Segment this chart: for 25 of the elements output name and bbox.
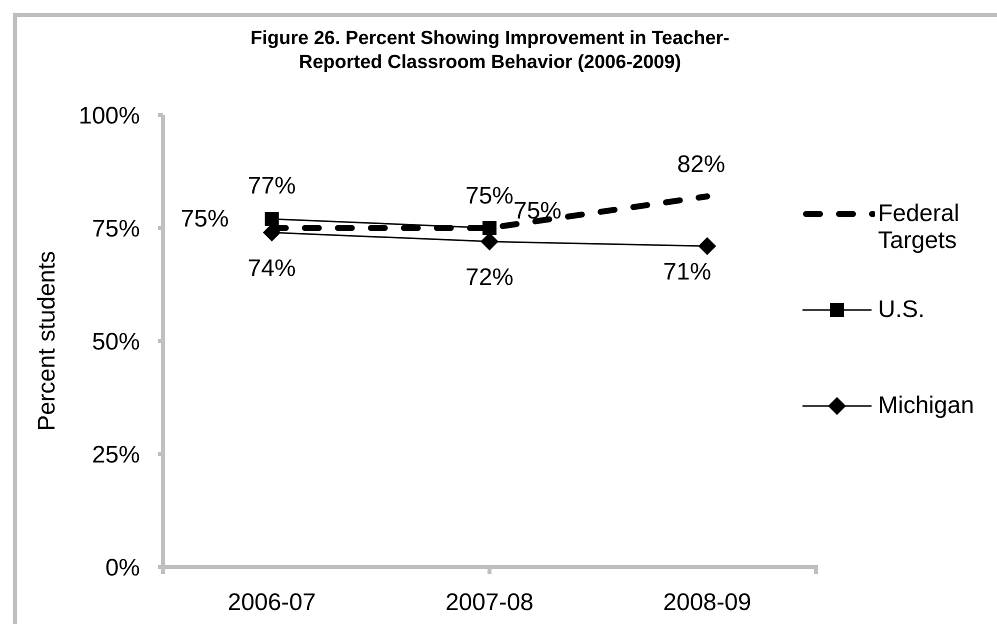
point (698, 237, 716, 256)
legend-label: Michigan (878, 392, 976, 419)
x-tick-label: 2007-08 (445, 589, 534, 616)
data-label: 72% (465, 264, 514, 292)
data-label: 75% (465, 182, 514, 210)
data-label: 77% (248, 172, 296, 200)
y-tick-label: 50% (92, 328, 140, 356)
y-axis-title: Percent students (34, 250, 60, 432)
x-tick-label: 2008-09 (663, 589, 752, 616)
data-label: 75% (180, 206, 229, 232)
data-label: 71% (663, 258, 712, 286)
y-tick-label: 75% (92, 216, 140, 243)
y-tick-label: 25% (92, 442, 140, 469)
point (482, 221, 496, 235)
point (262, 224, 281, 242)
x-tick-label: 2006-07 (228, 589, 316, 616)
data-label: 74% (248, 255, 296, 282)
y-tick-label: 100% (78, 102, 140, 130)
legend-label: Federal Targets (878, 200, 960, 254)
y-tick-label: 0% (105, 554, 140, 582)
data-label: 75% (513, 198, 562, 224)
point (264, 212, 279, 226)
chart-title: Figure 26. Percent Showing Improvement in Teacher-Reported Classroom Behavior (2006-2009) (250, 27, 730, 75)
data-label: 82% (677, 150, 726, 178)
legend-label: U.S. (878, 296, 926, 323)
